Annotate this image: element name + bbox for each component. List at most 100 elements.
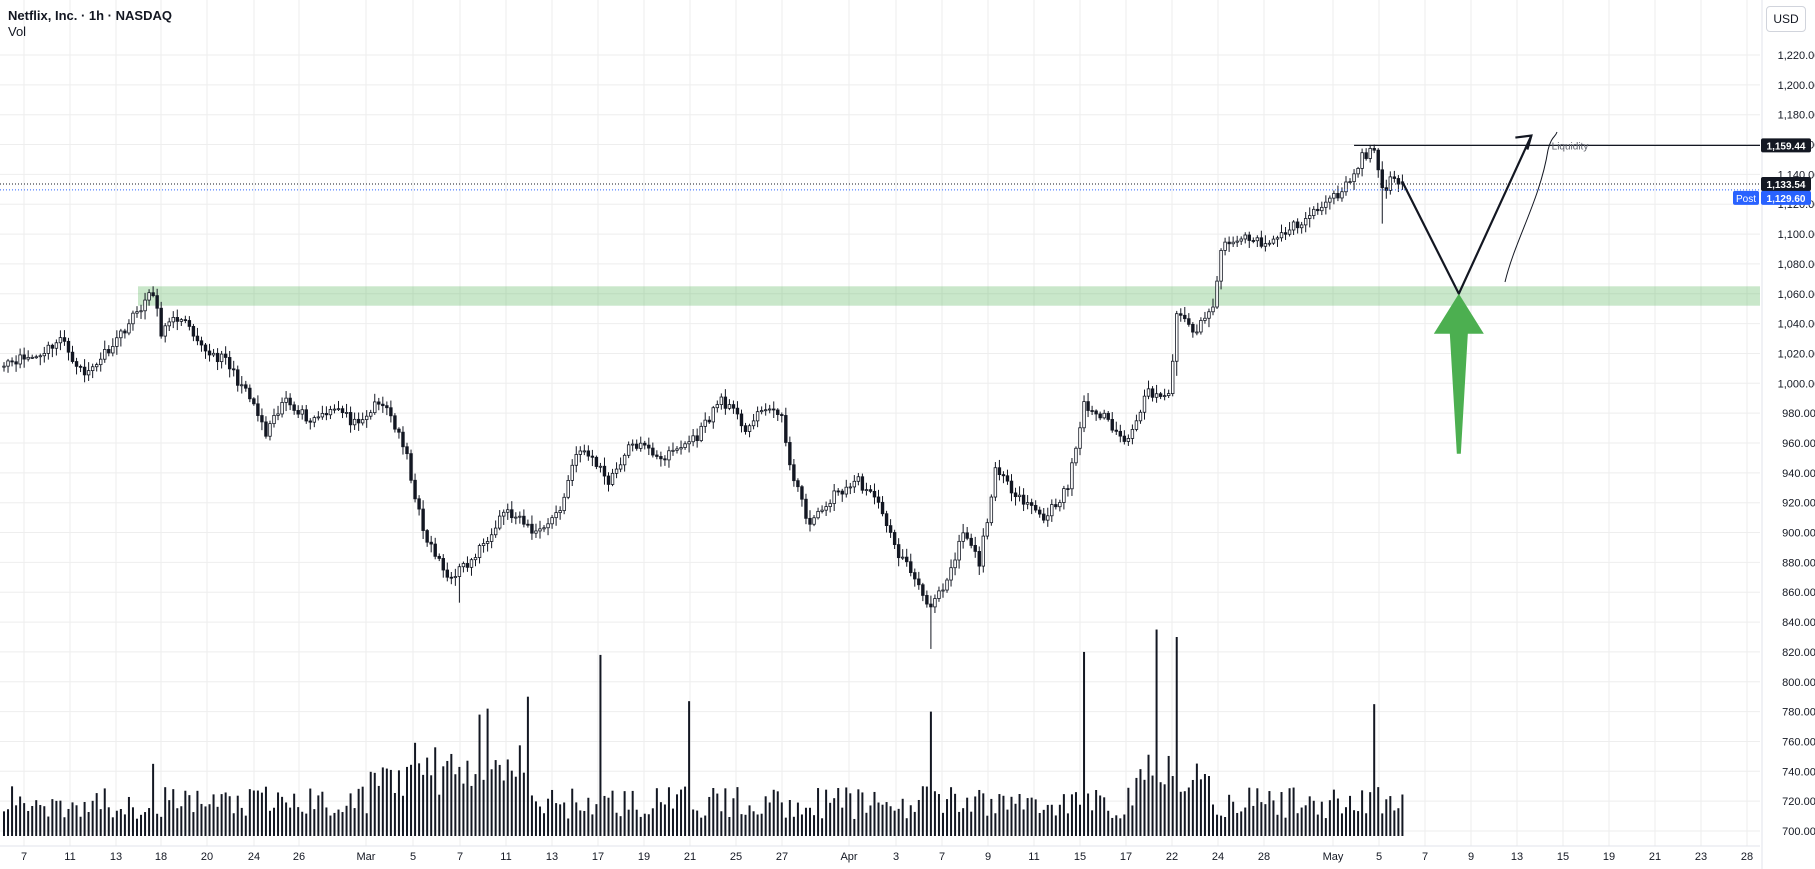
- volume-bar: [905, 818, 908, 836]
- candle-body: [707, 419, 711, 423]
- x-tick-label: 11: [1028, 851, 1039, 863]
- candle-body: [832, 490, 836, 504]
- liquidity-level[interactable]: Liquidity: [0, 141, 1760, 191]
- candle-body: [324, 413, 329, 416]
- candle-body: [574, 454, 578, 466]
- candle-body: [1054, 504, 1058, 508]
- candle-body: [538, 528, 542, 532]
- candle-body: [348, 412, 353, 426]
- currency-button[interactable]: USD: [1766, 6, 1806, 32]
- volume-bar: [273, 807, 276, 836]
- volume-bar: [1034, 799, 1037, 836]
- candle-body: [119, 330, 123, 339]
- candle-body: [687, 441, 691, 445]
- candle-body: [115, 337, 119, 347]
- candle-body: [139, 310, 143, 313]
- x-tick-label: 13: [546, 851, 558, 863]
- candle-body: [788, 442, 792, 466]
- candle-body: [586, 450, 591, 457]
- volume-bar: [208, 804, 211, 836]
- x-tick-label: 26: [293, 851, 305, 863]
- symbol-title[interactable]: Netflix, Inc. · 1h · NASDAQ: [8, 8, 172, 23]
- candle-body: [1392, 176, 1397, 179]
- candle-body: [997, 467, 1002, 475]
- candle-body: [1086, 401, 1090, 411]
- candle-body: [99, 358, 103, 366]
- volume-bar: [333, 812, 336, 836]
- volume-bar: [857, 789, 860, 836]
- volume-bar: [1357, 811, 1360, 836]
- candle-body: [10, 360, 14, 363]
- volume-bar: [901, 798, 904, 836]
- candle-body: [485, 541, 490, 544]
- time-axis[interactable]: 7 11 13 18 20 24 26 Mar 5 7 11 13 17 19 21 25 27 Apr 3 7 9 11…: [0, 845, 1760, 863]
- volume-bar: [873, 791, 876, 836]
- volume-bar: [1228, 794, 1231, 836]
- volume-bar: [305, 813, 308, 836]
- candle-body: [542, 527, 546, 530]
- candle-body: [1195, 331, 1199, 334]
- projection-path[interactable]: [1401, 131, 1558, 297]
- volume-bar: [845, 787, 848, 836]
- volume-bar: [671, 808, 674, 836]
- candle-body: [856, 476, 861, 482]
- volume-bars: [3, 629, 1404, 836]
- volume-indicator-label[interactable]: Vol: [8, 24, 27, 39]
- volume-bar: [160, 816, 163, 836]
- candle-body: [111, 346, 115, 354]
- volume-bar: [1389, 796, 1392, 836]
- x-tick-label: 3: [893, 851, 899, 863]
- candle-body: [437, 555, 441, 559]
- volume-bar: [1312, 800, 1315, 836]
- volume-bar: [756, 814, 759, 836]
- candle-body: [626, 444, 631, 456]
- chart-grid: [0, 0, 1760, 846]
- candle-body: [103, 349, 107, 360]
- volume-bar: [212, 794, 215, 836]
- candle-body: [191, 325, 196, 337]
- volume-bar: [369, 771, 372, 836]
- candle-body: [723, 396, 728, 409]
- candle-body: [973, 545, 977, 552]
- candle-body: [425, 530, 429, 543]
- volume-bar: [135, 818, 138, 836]
- volume-bar: [1115, 815, 1118, 836]
- candle-body: [123, 330, 127, 334]
- volume-bar: [611, 790, 614, 836]
- candle-body: [1098, 413, 1102, 419]
- candle-body: [1231, 241, 1235, 245]
- candle-body: [876, 496, 881, 503]
- volume-bar: [337, 809, 340, 836]
- volume-bar: [39, 804, 42, 836]
- volume-bar: [704, 815, 707, 836]
- candle-body: [227, 357, 232, 370]
- volume-bar: [1143, 779, 1146, 836]
- price-axis[interactable]: 700.00 720.00 740.00 760.00 780.00 800.00 820.…: [1761, 0, 1815, 869]
- volume-bar: [933, 791, 936, 836]
- candle-body: [699, 425, 703, 442]
- demand-zone-rect[interactable]: [138, 286, 1760, 306]
- candle-body: [820, 509, 824, 512]
- volume-bar: [474, 774, 477, 836]
- candle-body: [389, 407, 393, 417]
- volume-bar: [7, 809, 10, 836]
- volume-bar: [43, 806, 46, 836]
- candle-body: [38, 355, 42, 358]
- candle-body: [953, 559, 957, 569]
- volume-bar: [35, 800, 38, 836]
- volume-bar: [1087, 793, 1090, 836]
- volume-bar: [220, 794, 223, 836]
- candle-body: [211, 352, 216, 356]
- candle-body: [1114, 429, 1118, 432]
- volume-bar: [563, 802, 566, 836]
- volume-bar: [83, 801, 86, 836]
- y-tick-label: 880.00: [1782, 557, 1815, 569]
- green-up-arrow[interactable]: [1433, 293, 1484, 454]
- volume-bar: [986, 815, 989, 836]
- volume-bar: [1244, 807, 1247, 836]
- volume-bar: [478, 714, 481, 836]
- volume-bar: [1091, 810, 1094, 836]
- candle-body: [393, 415, 397, 430]
- volume-bar: [877, 802, 880, 836]
